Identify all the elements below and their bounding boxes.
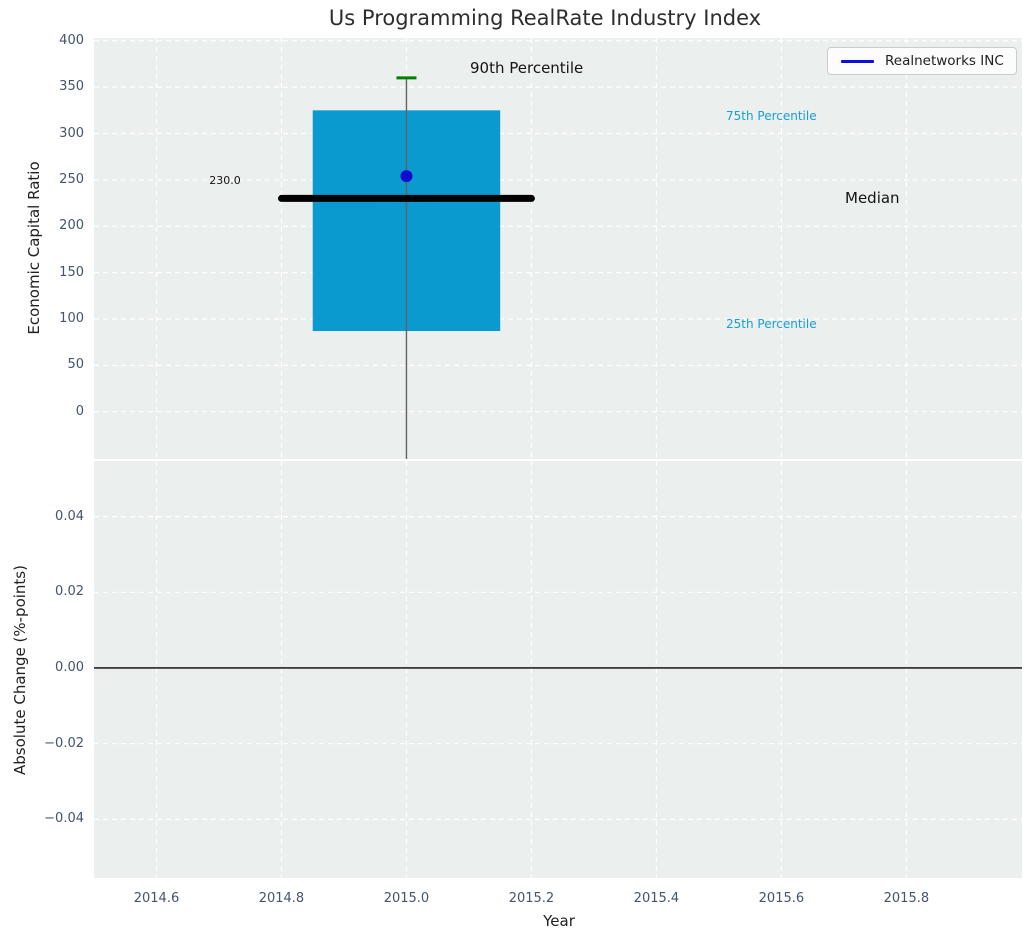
annotation-median: Median (845, 189, 900, 207)
y-tick-label: 250 (59, 171, 84, 187)
plot-background-bottom (94, 461, 1022, 878)
y-tick-label: 150 (59, 264, 84, 280)
y-tick-label: 0 (75, 403, 84, 419)
x-tick-label: 2015.4 (633, 891, 680, 906)
x-tick-label: 2014.8 (258, 891, 305, 906)
y-axis-label-top: Economic Capital Ratio (25, 161, 43, 335)
y-tick-label: 0.04 (55, 508, 84, 524)
legend: Realnetworks INC (827, 47, 1017, 75)
y-tick-label: 200 (59, 218, 84, 234)
x-tick-label: 2014.6 (133, 891, 180, 906)
x-tick-label: 2015.8 (883, 891, 930, 906)
x-tick-label: 2015.0 (383, 891, 430, 906)
annotation-230-0: 230.0 (209, 174, 241, 187)
x-tick-label: 2015.2 (508, 891, 555, 906)
y-tick-label: 350 (59, 79, 84, 95)
legend-line-swatch (841, 59, 874, 63)
x-tick-label: 2015.6 (758, 891, 805, 906)
y-tick-label: −0.04 (44, 811, 84, 827)
annotation-90th-percentile: 90th Percentile (470, 59, 584, 77)
x-axis-label: Year (543, 912, 575, 930)
y-tick-label: 400 (59, 32, 84, 48)
y-tick-label: 300 (59, 125, 84, 141)
legend-series-label: Realnetworks INC (885, 53, 1004, 69)
y-tick-label: 0.02 (55, 584, 84, 600)
plot-background-top (94, 38, 1022, 459)
annotation-75th-percentile: 75th Percentile (726, 109, 817, 123)
y-tick-label: 50 (67, 357, 84, 373)
y-tick-label: −0.02 (44, 735, 84, 751)
y-tick-label: 0.00 (55, 659, 84, 675)
y-tick-label: 100 (59, 310, 84, 326)
company-point-dot (400, 170, 413, 183)
annotation-25th-percentile: 25th Percentile (726, 317, 817, 331)
chart-title: Us Programming RealRate Industry Index (328, 6, 762, 30)
